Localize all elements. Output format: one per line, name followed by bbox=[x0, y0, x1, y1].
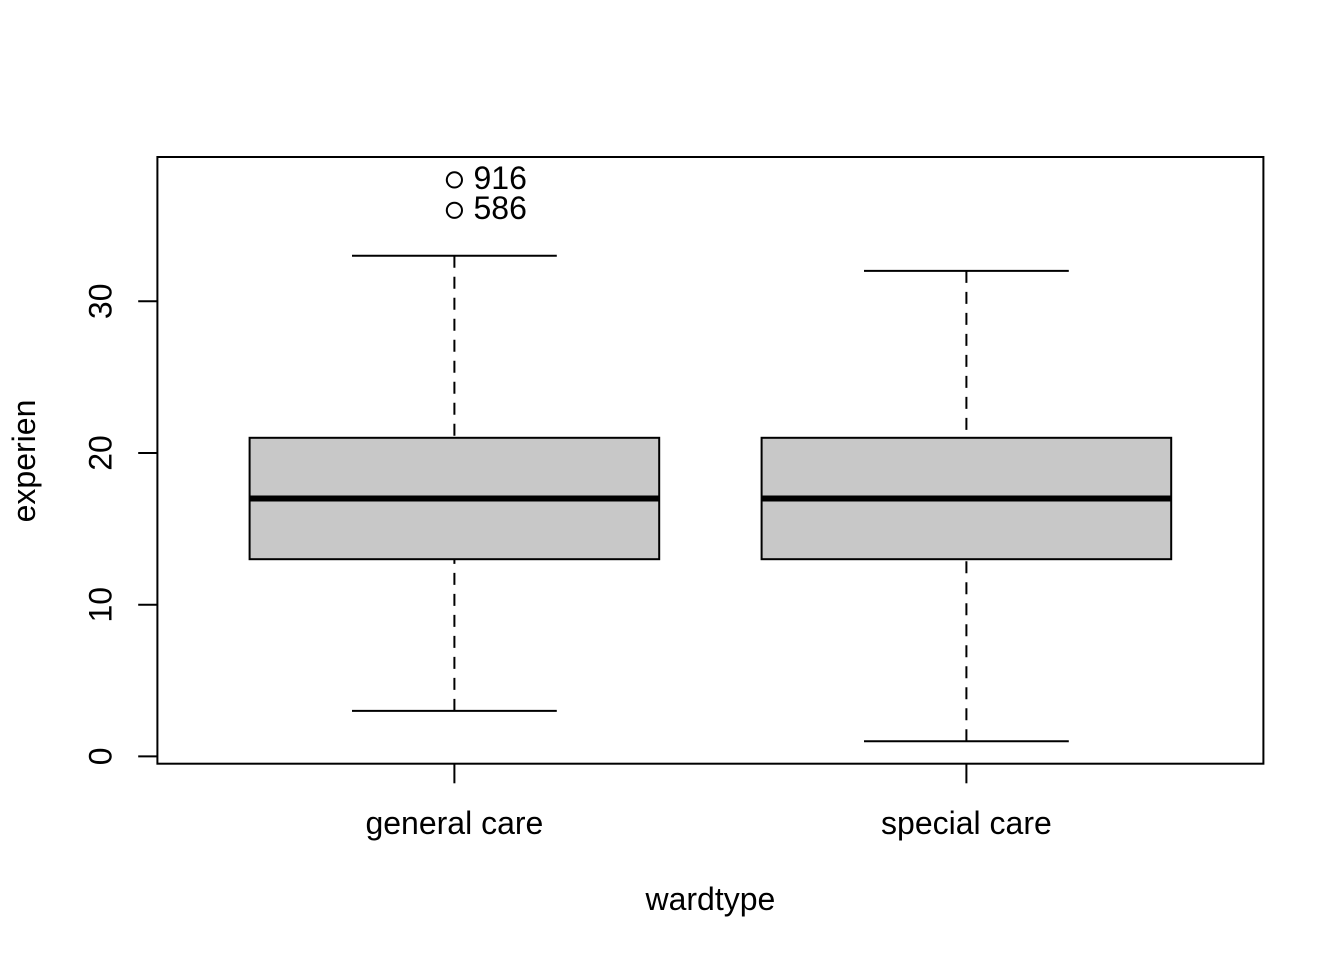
svg-text:586: 586 bbox=[474, 190, 527, 226]
svg-text:0: 0 bbox=[83, 748, 119, 766]
svg-text:special care: special care bbox=[881, 805, 1052, 841]
svg-text:wardtype: wardtype bbox=[644, 881, 775, 917]
svg-text:experien: experien bbox=[6, 400, 42, 523]
svg-text:30: 30 bbox=[83, 284, 119, 320]
svg-text:10: 10 bbox=[83, 587, 119, 623]
svg-text:916: 916 bbox=[474, 160, 527, 196]
svg-text:20: 20 bbox=[83, 435, 119, 471]
svg-text:general care: general care bbox=[365, 805, 543, 841]
